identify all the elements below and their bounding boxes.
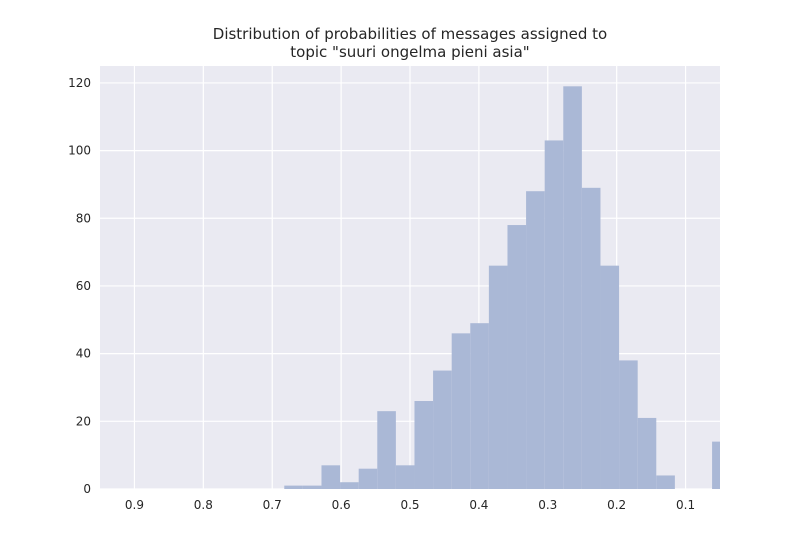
x-tick-label: 0.4 bbox=[469, 498, 488, 512]
x-axis-ticks: 0.9 0.8 0.7 0.6 0.5 0.4 0.3 0.2 0.1 bbox=[125, 498, 695, 512]
chart-title: Distribution of probabilities of message… bbox=[0, 25, 800, 61]
histogram-bar bbox=[488, 265, 508, 489]
y-tick-label: 60 bbox=[76, 279, 91, 293]
histogram-bar bbox=[526, 191, 545, 489]
x-tick-label: 0.2 bbox=[607, 498, 626, 512]
x-tick-label: 0.7 bbox=[263, 498, 282, 512]
chart-title-line-2: topic "suuri ongelma pieni asia" bbox=[290, 43, 530, 61]
histogram-bar bbox=[358, 468, 378, 489]
histogram-bar bbox=[544, 140, 564, 489]
histogram-bar bbox=[712, 441, 720, 489]
histogram-bars bbox=[284, 86, 720, 489]
histogram-bar bbox=[451, 333, 471, 489]
x-tick-label: 0.3 bbox=[538, 498, 557, 512]
histogram-bar bbox=[619, 360, 638, 489]
histogram-bar bbox=[414, 401, 434, 489]
y-axis-ticks: 0 20 40 60 80 100 120 bbox=[68, 76, 91, 496]
y-tick-label: 100 bbox=[68, 144, 91, 158]
histogram-bar bbox=[284, 485, 303, 489]
y-tick-label: 120 bbox=[68, 76, 91, 90]
histogram-bar bbox=[395, 465, 415, 489]
histogram-bar bbox=[433, 370, 452, 489]
y-tick-label: 80 bbox=[76, 211, 91, 225]
histogram-bar bbox=[377, 411, 396, 489]
histogram-bar bbox=[470, 323, 489, 489]
x-tick-label: 0.5 bbox=[400, 498, 419, 512]
histogram-bar bbox=[656, 475, 675, 489]
histogram-bar bbox=[637, 417, 657, 489]
y-tick-label: 40 bbox=[76, 347, 91, 361]
x-tick-label: 0.6 bbox=[332, 498, 351, 512]
histogram-bar bbox=[321, 465, 341, 489]
histogram-bar bbox=[302, 485, 322, 489]
x-tick-label: 0.1 bbox=[676, 498, 695, 512]
x-tick-label: 0.9 bbox=[125, 498, 144, 512]
histogram-bar bbox=[340, 482, 359, 489]
histogram-bar bbox=[563, 86, 582, 489]
y-tick-label: 20 bbox=[76, 414, 91, 428]
y-tick-label: 0 bbox=[83, 482, 91, 496]
x-tick-label: 0.8 bbox=[194, 498, 213, 512]
histogram-bar bbox=[581, 187, 601, 489]
histogram-bar bbox=[600, 265, 620, 489]
chart-title-line-1: Distribution of probabilities of message… bbox=[212, 25, 608, 43]
histogram-bar bbox=[507, 225, 527, 489]
